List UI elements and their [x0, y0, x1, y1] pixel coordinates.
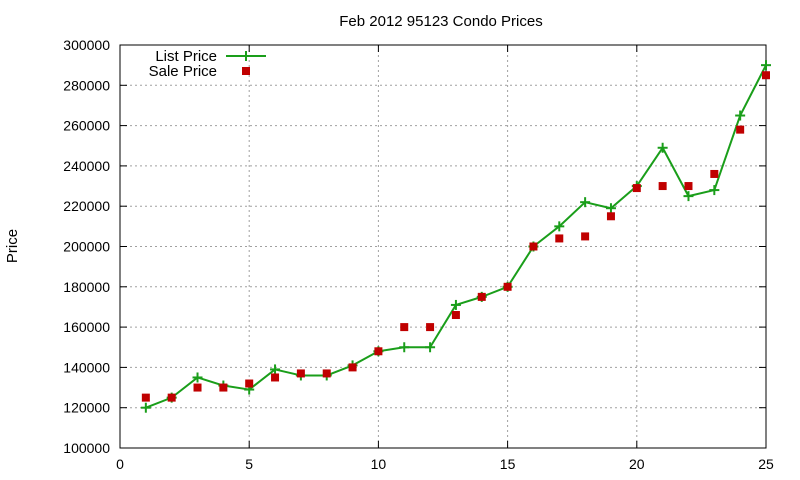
- legend-marker-sale-price: [242, 67, 250, 75]
- data-point-list-price: [140, 402, 151, 413]
- data-point-sale-price: [710, 169, 719, 178]
- data-point-sale-price: [374, 347, 383, 356]
- data-point-sale-price: [477, 292, 486, 301]
- x-tick-label: 10: [371, 456, 387, 472]
- data-point-sale-price: [322, 369, 331, 378]
- data-point-sale-price: [271, 373, 280, 382]
- legend-marker-list-price: [241, 51, 251, 61]
- y-tick-label: 240000: [63, 158, 110, 174]
- data-point-list-price: [709, 185, 720, 196]
- data-point-sale-price: [503, 282, 512, 291]
- data-point-sale-price: [684, 182, 693, 191]
- legend-label-sale-price: Sale Price: [149, 63, 217, 80]
- data-point-list-price: [761, 60, 771, 71]
- data-point-sale-price: [581, 232, 590, 241]
- data-point-sale-price: [141, 393, 150, 402]
- x-tick-label: 5: [245, 456, 253, 472]
- data-point-sale-price: [167, 393, 176, 402]
- data-point-sale-price: [219, 383, 228, 392]
- data-point-sale-price: [296, 369, 305, 378]
- y-tick-label: 280000: [63, 77, 110, 93]
- x-tick-label: 25: [758, 456, 774, 472]
- data-point-sale-price: [606, 212, 615, 221]
- x-tick-label: 0: [116, 456, 124, 472]
- y-tick-label: 140000: [63, 359, 110, 375]
- data-point-sale-price: [400, 323, 409, 332]
- y-tick-label: 220000: [63, 198, 110, 214]
- data-point-list-price: [657, 142, 668, 153]
- data-point-list-price: [580, 197, 591, 208]
- y-tick-label: 200000: [63, 239, 110, 255]
- y-tick-label: 160000: [63, 319, 110, 335]
- y-tick-label: 100000: [63, 440, 110, 456]
- data-point-sale-price: [193, 383, 202, 392]
- data-point-list-price: [270, 364, 281, 375]
- data-point-sale-price: [529, 242, 538, 251]
- plot-frame: [119, 44, 767, 449]
- data-point-sale-price: [245, 379, 254, 388]
- data-point-sale-price: [555, 234, 564, 243]
- y-axis-label: Price: [4, 229, 21, 263]
- y-tick-label: 120000: [63, 400, 110, 416]
- y-tick-label: 300000: [63, 37, 110, 53]
- data-point-sale-price: [762, 71, 770, 80]
- data-point-list-price: [735, 110, 746, 121]
- data-point-list-price: [192, 372, 203, 383]
- data-point-sale-price: [348, 363, 357, 372]
- x-tick-label: 15: [500, 456, 516, 472]
- data-point-list-price: [554, 221, 565, 232]
- chart-title: Feb 2012 95123 Condo Prices: [339, 13, 542, 30]
- data-point-sale-price: [426, 323, 435, 332]
- x-tick-label: 20: [629, 456, 645, 472]
- data-point-list-price: [425, 342, 436, 353]
- data-point-sale-price: [658, 182, 667, 191]
- data-point-sale-price: [451, 311, 460, 320]
- data-point-list-price: [605, 203, 616, 214]
- tick-labels: 0 5 10 15 20 25 100000 120000 140000 160000 180000…: [63, 37, 774, 472]
- data-point-sale-price: [632, 184, 641, 193]
- data-point-list-price: [683, 191, 694, 202]
- data-series: [140, 60, 771, 413]
- data-point-list-price: [399, 342, 410, 353]
- y-tick-label: 260000: [63, 118, 110, 134]
- data-point-list-price: [450, 299, 461, 310]
- legend: List Price Sale Price: [149, 48, 266, 80]
- y-tick-label: 180000: [63, 279, 110, 295]
- data-point-sale-price: [736, 125, 745, 134]
- legend-label-list-price: List Price: [155, 48, 217, 65]
